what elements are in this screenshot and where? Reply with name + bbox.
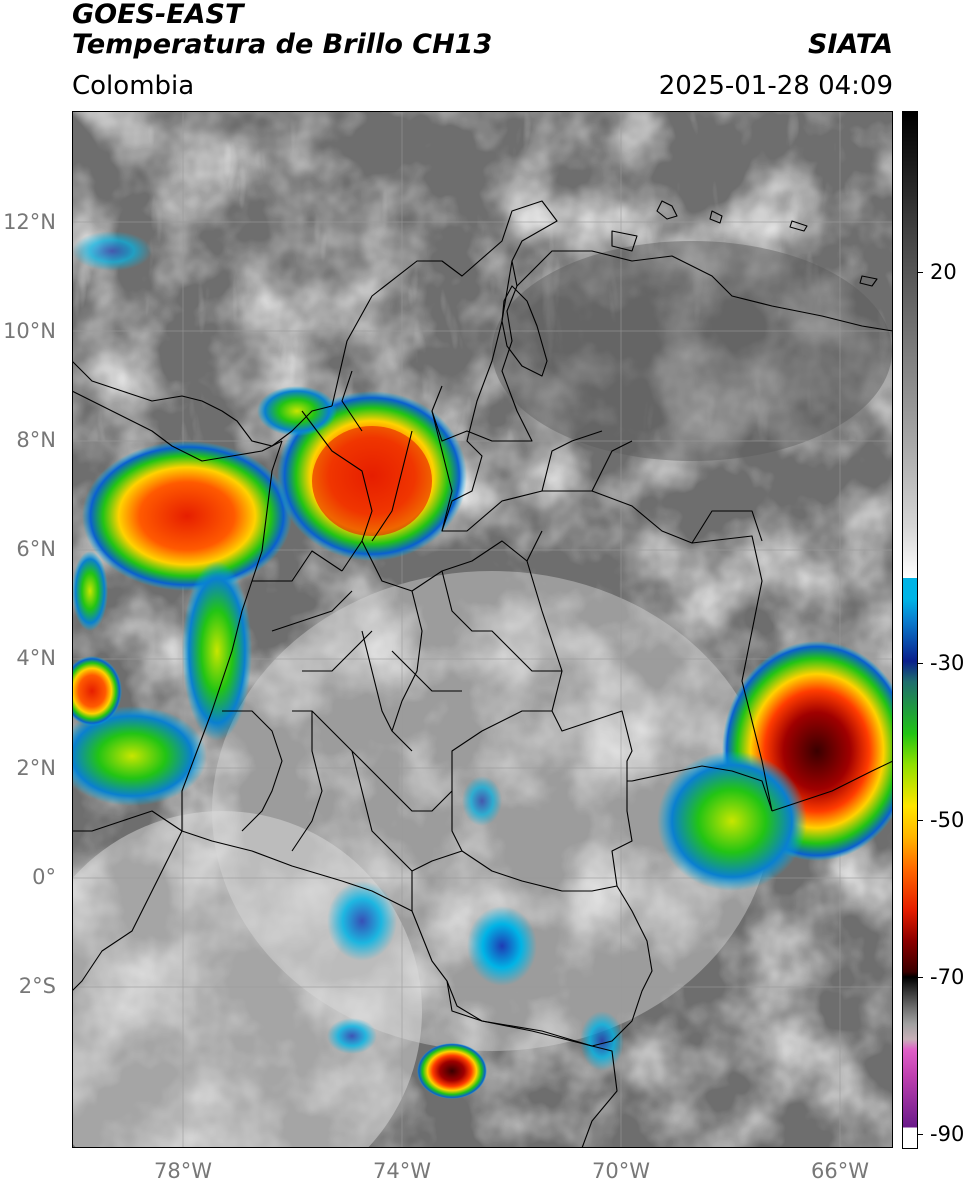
- colorbar-tick-20: [917, 272, 923, 273]
- lat-label-12n: 12°N: [3, 210, 56, 234]
- lon-label-74w: 74°W: [373, 1159, 431, 1183]
- colorbar-tick-m30: [917, 663, 923, 664]
- map-canvas: [72, 111, 893, 1148]
- product-title: Temperatura de Brillo CH13: [72, 29, 493, 60]
- lat-label-2n: 2°N: [16, 756, 56, 780]
- colorbar-label-m70: -70: [930, 965, 965, 989]
- lat-label-10n: 10°N: [3, 319, 56, 343]
- ir-cool-region-south: [72, 811, 422, 1148]
- colorbar-tick-m50: [917, 820, 923, 821]
- satellite-title: GOES-EAST: [72, 0, 244, 30]
- ir-warm-caribbean: [492, 241, 892, 461]
- agency-label: SIATA: [807, 29, 893, 60]
- colorbar: [902, 111, 918, 1149]
- lat-label-8n: 8°N: [16, 428, 56, 452]
- lon-label-78w: 78°W: [154, 1159, 212, 1183]
- convective-cells: [72, 231, 893, 1099]
- satellite-map[interactable]: [72, 111, 893, 1148]
- political-borders: [72, 200, 893, 1148]
- lat-label-4n: 4°N: [16, 646, 56, 670]
- timestamp-label: 2025-01-28 04:09: [658, 71, 893, 101]
- colorbar-label-m90: -90: [930, 1122, 965, 1146]
- lon-label-66w: 66°W: [811, 1159, 869, 1183]
- colorbar-tick-m70: [917, 977, 923, 978]
- lat-label-2s: 2°S: [18, 974, 56, 998]
- lon-label-70w: 70°W: [592, 1159, 650, 1183]
- colorbar-tick-m90: [917, 1134, 923, 1135]
- lat-label-0: 0°: [32, 865, 56, 889]
- colorbar-label-m50: -50: [930, 808, 965, 832]
- colorbar-label-m30: -30: [930, 651, 965, 675]
- region-label: Colombia: [72, 71, 195, 101]
- colorbar-label-20: 20: [930, 260, 957, 284]
- lat-label-6n: 6°N: [16, 537, 56, 561]
